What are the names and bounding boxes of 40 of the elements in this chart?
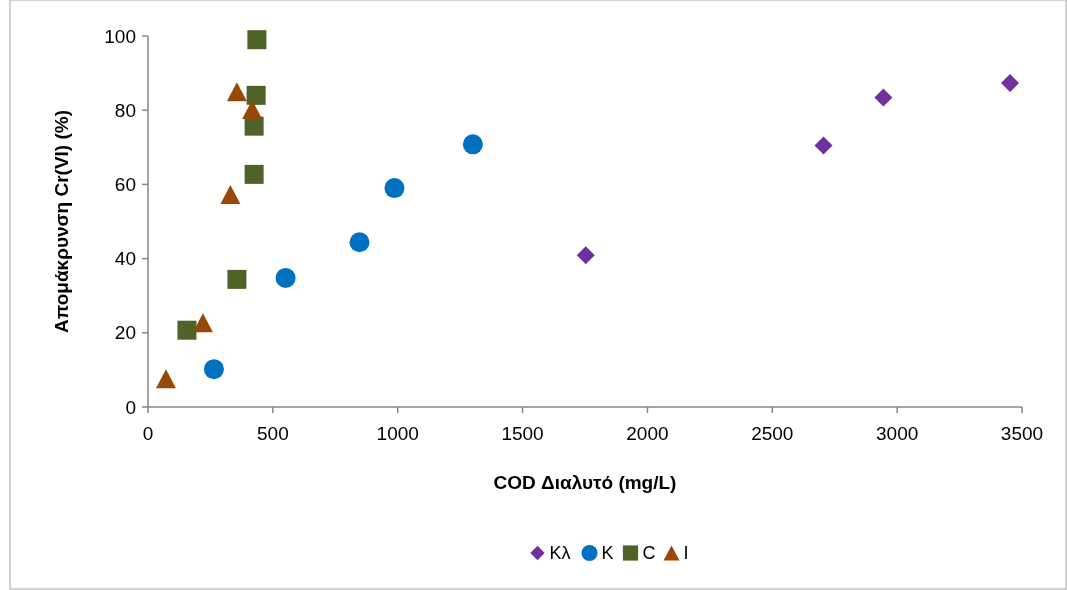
y-tick-label: 80 <box>114 99 136 121</box>
x-tick-label: 500 <box>257 423 289 444</box>
x-tick-label: 1500 <box>501 423 544 444</box>
point <box>155 369 176 389</box>
x-axis-title: COD Διαλυτό (mg/L) <box>493 472 677 493</box>
point <box>1001 74 1020 93</box>
point <box>814 136 833 155</box>
x-tick-label: 2500 <box>751 423 794 444</box>
y-tick-label: 0 <box>125 396 136 418</box>
x-tick-label: 3000 <box>876 423 919 444</box>
point <box>177 320 197 340</box>
point <box>203 359 224 380</box>
y-tick-label: 100 <box>104 25 136 47</box>
point <box>246 85 266 105</box>
point <box>220 184 241 204</box>
legend-label: Κλ <box>549 543 571 564</box>
point <box>244 164 264 184</box>
legend-label: C <box>642 543 656 564</box>
point <box>227 269 247 289</box>
y-axis-title: Απομάκρυνση Cr(VI) (%) <box>51 109 72 334</box>
point <box>192 313 213 333</box>
point <box>576 246 595 265</box>
y-tick-label: 20 <box>114 322 136 344</box>
x-tick-label: 0 <box>142 423 154 444</box>
x-tick-label: 1000 <box>376 423 419 444</box>
legend-label: I <box>683 543 689 564</box>
legend-label: Κ <box>601 543 614 564</box>
x-tick-label: 3500 <box>1000 423 1044 444</box>
y-tick-label: 60 <box>114 174 136 196</box>
point <box>874 88 893 107</box>
x-tick-label: 2000 <box>626 423 669 444</box>
point <box>275 267 296 288</box>
point <box>349 232 370 253</box>
point <box>242 99 263 119</box>
point <box>247 30 267 50</box>
point <box>384 178 405 199</box>
point <box>462 134 483 155</box>
point <box>244 116 264 136</box>
point <box>226 82 247 102</box>
y-tick-label: 40 <box>114 248 136 270</box>
